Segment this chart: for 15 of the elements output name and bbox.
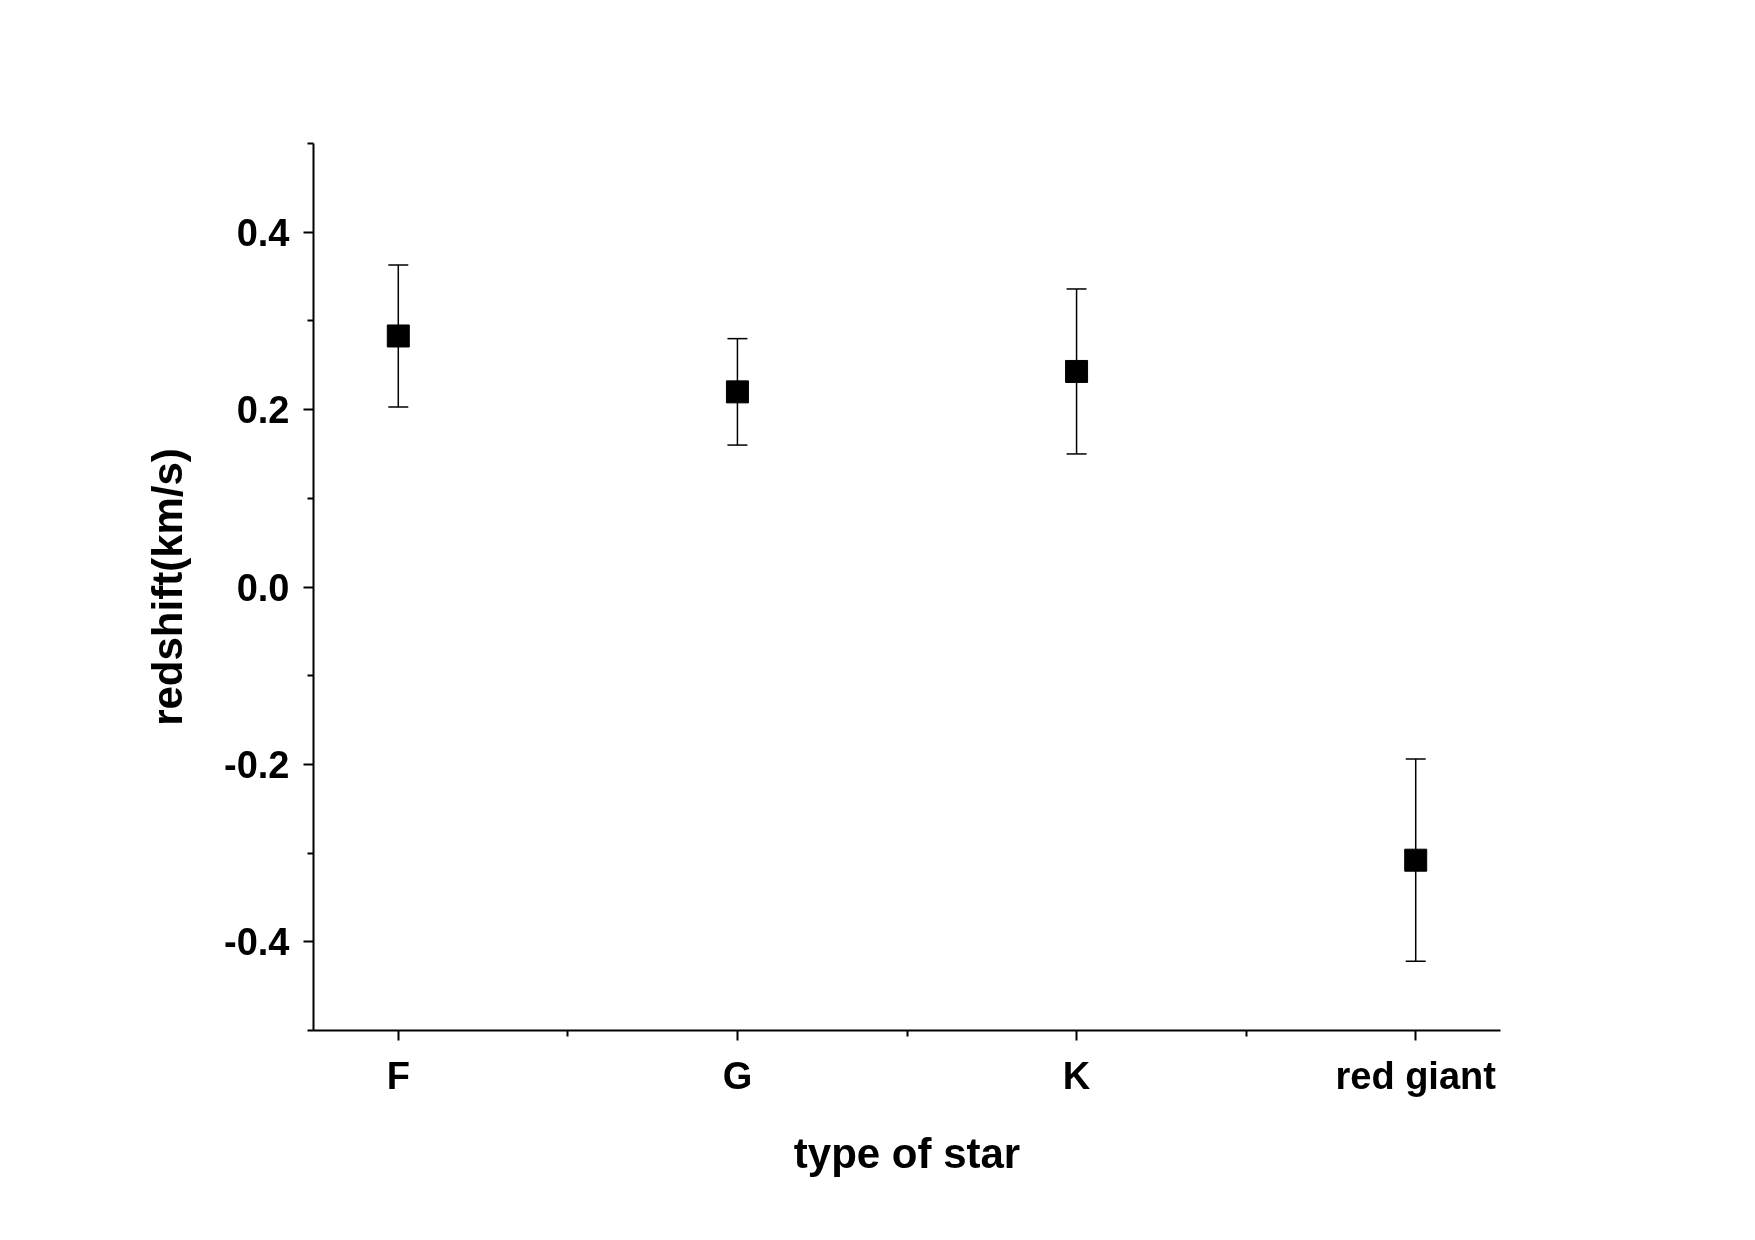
point xyxy=(1065,359,1089,383)
y-tick-label: 0.2 xyxy=(236,389,290,432)
y-tick-label: -0.4 xyxy=(224,921,290,964)
point xyxy=(1404,848,1428,872)
y-tick-label: -0.2 xyxy=(224,743,290,786)
x-axis-title: type of star xyxy=(793,1129,1021,1177)
point xyxy=(386,324,410,348)
x-tick-label: F xyxy=(386,1054,410,1097)
y-tick-label: 0.0 xyxy=(236,566,290,609)
x-tick-label: red giant xyxy=(1335,1054,1497,1097)
y-axis-title: redshift(km/s) xyxy=(144,448,192,726)
x-tick-label: G xyxy=(722,1054,753,1097)
x-tick-label: K xyxy=(1062,1054,1091,1097)
y-tick-label: 0.4 xyxy=(236,211,290,254)
point xyxy=(725,380,749,404)
